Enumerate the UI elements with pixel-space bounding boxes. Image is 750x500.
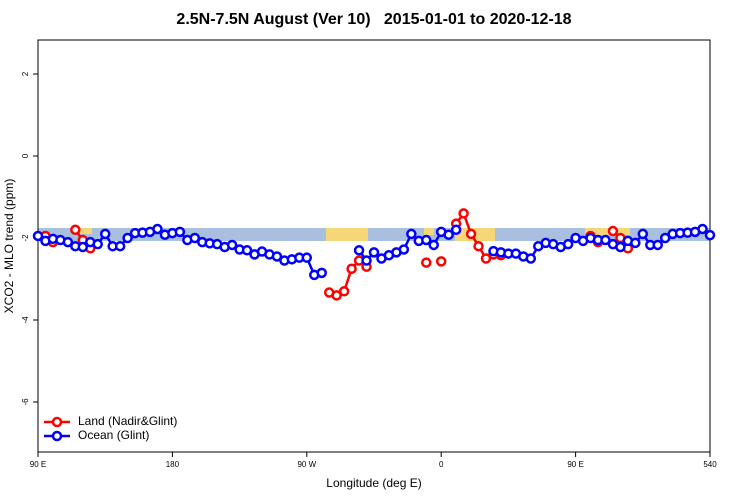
ocean-strip [38,228,710,241]
land-patch [326,228,368,241]
data-point [443,229,454,240]
data-point [398,244,410,255]
y-tick-label: -4 [21,316,30,324]
x-tick-label: 90 E [30,460,46,469]
data-point [562,238,574,250]
data-point [353,245,365,256]
data-point [62,236,74,248]
data-point [346,263,357,275]
data-point [174,226,186,238]
legend-label: Land (Nadir&Glint) [78,414,177,428]
data-point [241,245,253,256]
data-point [435,256,447,267]
data-point [152,223,163,235]
data-point [428,239,439,251]
data-point [99,228,111,240]
y-tick-label: -2 [21,234,30,242]
data-point [600,234,611,246]
x-tick-label: 90 W [297,460,316,469]
data-point [361,255,372,266]
data-point [615,241,626,253]
x-axis-label: Longitude (deg E) [326,476,421,490]
data-point [122,232,133,244]
data-point [480,253,492,264]
data-point [659,232,671,244]
data-point [704,229,716,241]
data-point [450,224,462,236]
data-point [630,237,641,249]
legend-label: Ocean (Glint) [78,428,149,442]
land-patch [585,228,630,235]
data-point [421,257,432,268]
y-tick-label: 2 [21,71,30,76]
data-point [226,239,238,251]
data-point [473,240,484,252]
data-point [92,238,103,250]
data-point [637,228,649,240]
data-point [70,224,81,236]
x-tick-label: 180 [166,460,180,469]
legend-marker [51,416,63,428]
x-tick-label: 0 [439,460,444,469]
data-point [697,223,708,235]
data-point [607,225,619,237]
data-point [189,232,201,244]
data-point [525,253,537,264]
data-point [271,251,283,262]
chart-title: 2.5N-7.5N August (Ver 10) 2015-01-01 to … [176,11,571,28]
y-axis-label: XCO2 - MLO trend (ppm) [2,179,16,314]
plot-frame [37,39,711,453]
data-point [114,240,126,252]
surface-strip [38,228,710,241]
data-point [316,267,327,279]
data-point [32,230,44,242]
data-point [301,252,313,263]
y-tick-label: 0 [21,153,30,158]
data-point [465,228,477,240]
land-patch [424,228,434,235]
x-tick-label: 90 E [567,460,583,469]
x-tick-label: 540 [703,460,717,469]
legend-marker [51,430,63,442]
data-point [331,290,342,301]
y-tick-label: -6 [21,398,30,406]
land-patch [80,228,92,234]
data-point [406,228,417,240]
data-point [368,247,380,258]
data-point [421,234,432,246]
data-point [338,286,350,297]
data-point [652,239,663,251]
data-point [458,208,469,219]
data-point [77,241,89,253]
